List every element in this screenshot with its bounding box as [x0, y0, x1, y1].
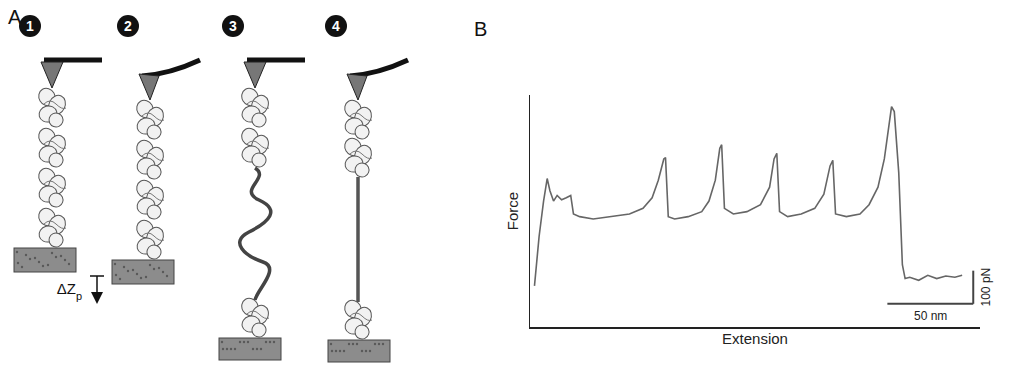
svg-text:A: A	[8, 6, 22, 28]
svg-text:B: B	[474, 18, 487, 40]
svg-text:100 pN: 100 pN	[979, 268, 993, 307]
svg-text:50 nm: 50 nm	[914, 309, 947, 323]
svg-text:ΔZp: ΔZp	[57, 280, 82, 302]
svg-text:1: 1	[26, 18, 34, 34]
svg-text:2: 2	[124, 18, 132, 34]
svg-text:Force: Force	[504, 192, 521, 230]
svg-text:Extension: Extension	[722, 330, 788, 347]
svg-text:3: 3	[229, 18, 237, 34]
svg-text:4: 4	[332, 18, 340, 34]
